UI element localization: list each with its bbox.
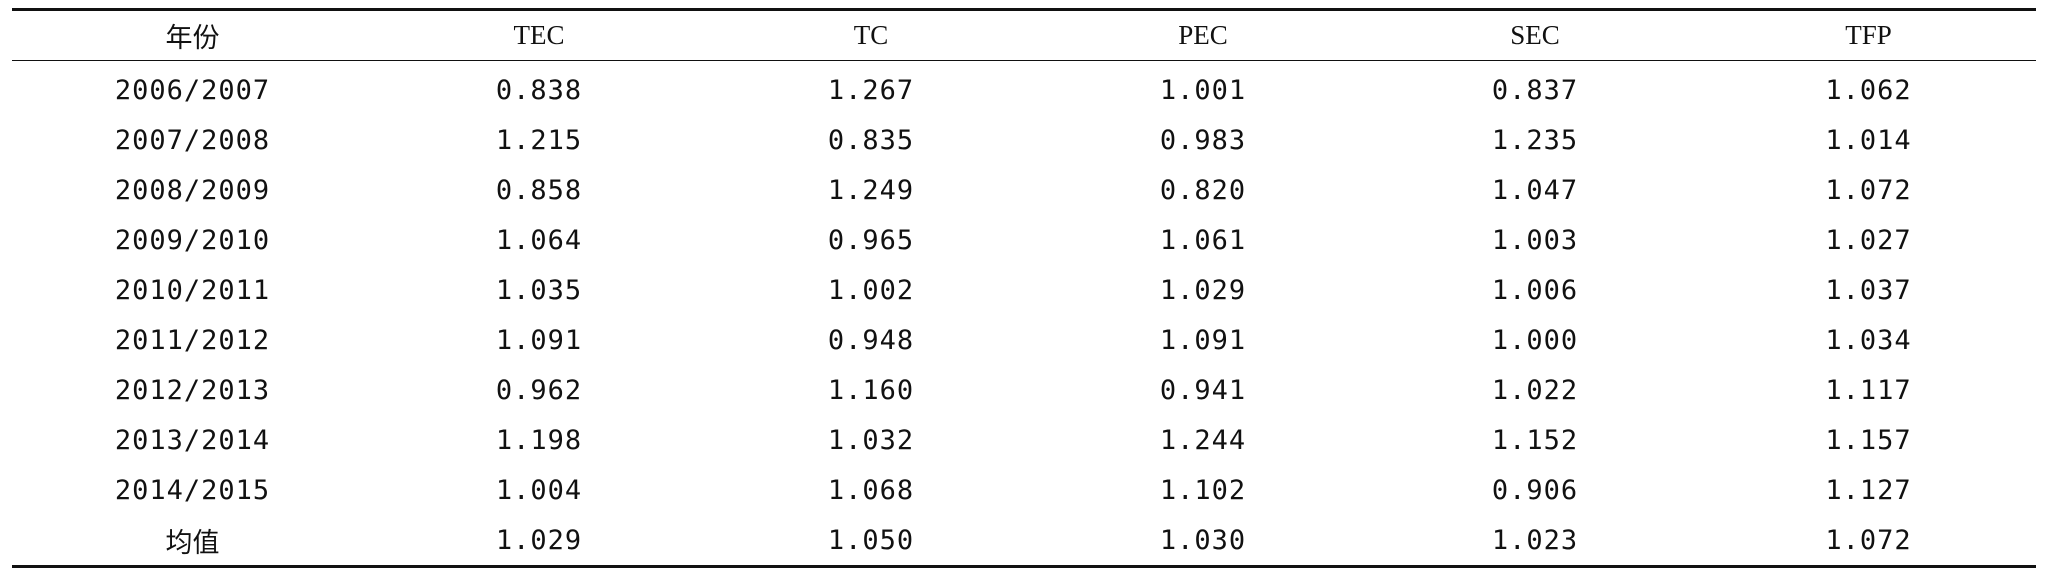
cell-pec: 1.244 — [1159, 424, 1247, 456]
cell-tfp: 1.037 — [1825, 274, 1912, 306]
table-row: 2013/2014 1.198 1.032 1.244 1.152 1.157 — [12, 415, 2036, 465]
cell-tec: 1.029 — [495, 524, 583, 556]
cell-tc: 1.160 — [827, 374, 915, 406]
cell-tc: 0.835 — [827, 124, 915, 156]
cell-sec: 1.022 — [1491, 374, 1579, 406]
table-row: 2009/2010 1.064 0.965 1.061 1.003 1.027 — [12, 215, 2036, 265]
cell-year: 2014/2015 — [114, 474, 271, 506]
cell-tec: 1.198 — [495, 424, 583, 456]
cell-year: 2009/2010 — [114, 224, 271, 256]
cell-year: 2006/2007 — [114, 74, 271, 106]
cell-year: 2012/2013 — [114, 374, 271, 406]
table-row: 2012/2013 0.962 1.160 0.941 1.022 1.117 — [12, 365, 2036, 415]
cell-year: 2007/2008 — [114, 124, 271, 156]
cell-tec: 1.035 — [495, 274, 583, 306]
header-tc: TC — [853, 20, 889, 50]
cell-tfp: 1.027 — [1825, 224, 1912, 256]
cell-pec: 1.091 — [1159, 324, 1247, 356]
cell-tec: 0.858 — [495, 174, 583, 206]
cell-tc: 1.050 — [827, 524, 915, 556]
table-row: 2011/2012 1.091 0.948 1.091 1.000 1.034 — [12, 315, 2036, 365]
cell-tfp: 1.014 — [1825, 124, 1912, 156]
cell-tc: 1.249 — [827, 174, 915, 206]
cell-tc: 1.068 — [827, 474, 915, 506]
cell-sec: 1.152 — [1491, 424, 1579, 456]
cell-tfp: 1.072 — [1825, 174, 1912, 206]
cell-tc: 0.965 — [827, 224, 915, 256]
cell-tfp: 1.062 — [1825, 74, 1912, 106]
cell-pec: 0.941 — [1159, 374, 1247, 406]
table-row: 2010/2011 1.035 1.002 1.029 1.006 1.037 — [12, 265, 2036, 315]
cell-tc: 1.002 — [827, 274, 915, 306]
header-pec: PEC — [1178, 20, 1228, 50]
cell-year: 2010/2011 — [114, 274, 271, 306]
cell-tc: 1.032 — [827, 424, 915, 456]
cell-sec: 1.000 — [1491, 324, 1579, 356]
cell-tfp: 1.117 — [1825, 374, 1912, 406]
header-sec: SEC — [1510, 20, 1560, 50]
cell-tfp: 1.034 — [1825, 324, 1912, 356]
cell-tfp: 1.157 — [1825, 424, 1912, 456]
header-tec: TEC — [513, 20, 565, 50]
cell-tec: 1.064 — [495, 224, 583, 256]
cell-pec: 1.030 — [1159, 524, 1247, 556]
data-table-container: 年份 TEC TC PEC SEC TFP 2006/2007 0.838 1.… — [12, 8, 2036, 568]
cell-pec: 0.820 — [1159, 174, 1247, 206]
cell-tec: 1.004 — [495, 474, 583, 506]
cell-tc: 1.267 — [827, 74, 915, 106]
header-year: 年份 — [165, 23, 220, 53]
cell-tec: 0.838 — [495, 74, 583, 106]
cell-tfp: 1.072 — [1825, 524, 1912, 556]
table-row: 2008/2009 0.858 1.249 0.820 1.047 1.072 — [12, 165, 2036, 215]
cell-sec: 1.003 — [1491, 224, 1579, 256]
cell-pec: 1.061 — [1159, 224, 1247, 256]
table-row-mean: 均值 1.029 1.050 1.030 1.023 1.072 — [12, 515, 2036, 567]
cell-tfp: 1.127 — [1825, 474, 1912, 506]
cell-sec: 1.006 — [1491, 274, 1579, 306]
cell-pec: 1.102 — [1159, 474, 1247, 506]
cell-sec: 1.235 — [1491, 124, 1579, 156]
cell-year: 2011/2012 — [114, 324, 271, 356]
table-row: 2007/2008 1.215 0.835 0.983 1.235 1.014 — [12, 115, 2036, 165]
cell-year: 2008/2009 — [114, 174, 271, 206]
cell-pec: 0.983 — [1159, 124, 1247, 156]
table-header-row: 年份 TEC TC PEC SEC TFP — [12, 9, 2036, 61]
cell-year: 2013/2014 — [114, 424, 271, 456]
cell-year: 均值 — [165, 527, 220, 559]
cell-tec: 1.091 — [495, 324, 583, 356]
cell-tec: 1.215 — [495, 124, 583, 156]
cell-tc: 0.948 — [827, 324, 915, 356]
cell-pec: 1.001 — [1159, 74, 1247, 106]
header-tfp: TFP — [1845, 20, 1892, 50]
cell-pec: 1.029 — [1159, 274, 1247, 306]
table-row: 2006/2007 0.838 1.267 1.001 0.837 1.062 — [12, 61, 2036, 116]
efficiency-table: 年份 TEC TC PEC SEC TFP 2006/2007 0.838 1.… — [12, 8, 2036, 568]
cell-sec: 1.023 — [1491, 524, 1579, 556]
cell-sec: 1.047 — [1491, 174, 1579, 206]
table-row: 2014/2015 1.004 1.068 1.102 0.906 1.127 — [12, 465, 2036, 515]
cell-sec: 0.906 — [1491, 474, 1579, 506]
cell-tec: 0.962 — [495, 374, 583, 406]
cell-sec: 0.837 — [1491, 74, 1579, 106]
